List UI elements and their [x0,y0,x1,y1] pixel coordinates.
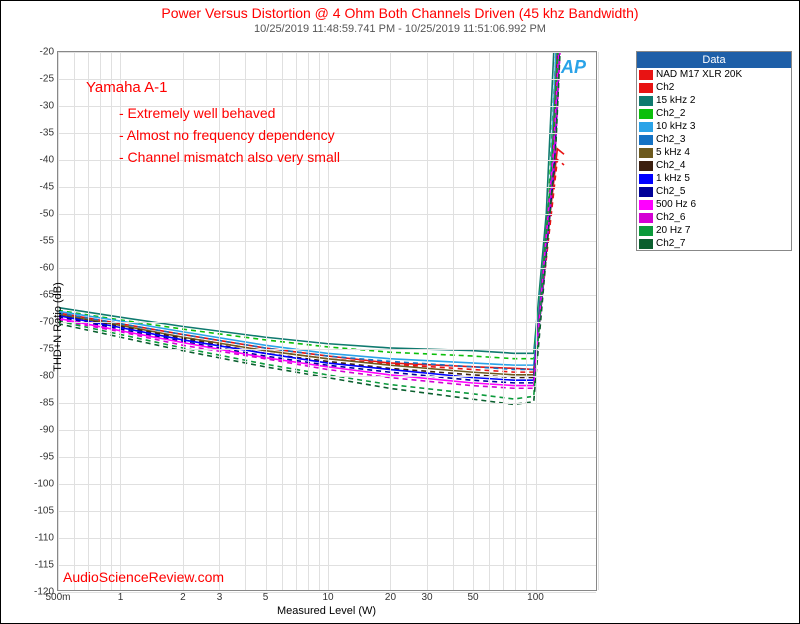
legend-swatch [639,70,653,80]
legend-label: Ch2_2 [656,108,685,119]
y-tick-label: -55 [40,236,58,247]
legend-item: Ch2_6 [637,211,791,224]
legend-swatch [639,83,653,93]
legend-item: 20 Hz 7 [637,224,791,237]
annotation-bullet-1: - Extremely well behaved [119,105,275,121]
legend-swatch [639,135,653,145]
chart-subtitle: 10/25/2019 11:48:59.741 PM - 10/25/2019 … [1,23,799,35]
gridline-v [536,52,537,590]
legend-swatch [639,122,653,132]
legend-swatch [639,226,653,236]
legend-swatch [639,213,653,223]
gridline-v [598,52,599,590]
legend-label: Ch2_7 [656,238,685,249]
legend-item: Ch2 [637,81,791,94]
legend-item: 500 Hz 6 [637,198,791,211]
legend-label: Ch2_5 [656,186,685,197]
legend-label: NAD M17 XLR 20K [656,69,742,80]
legend-item: Ch2_7 [637,237,791,250]
legend-label: 1 kHz 5 [656,173,690,184]
annotation-bullet-2: - Almost no frequency dependency [119,127,335,143]
y-tick-label: -85 [40,398,58,409]
legend-swatch [639,148,653,158]
x-tick-label: 50 [467,590,478,603]
x-tick-label: 100 [527,590,544,603]
legend-label: Ch2_6 [656,212,685,223]
y-tick-label: -105 [34,506,58,517]
x-tick-label: 3 [217,590,223,603]
legend-label: 10 kHz 3 [656,121,695,132]
chart-title: Power Versus Distortion @ 4 Ohm Both Cha… [1,5,799,21]
x-axis-label: Measured Level (W) [277,605,376,617]
gridline-v [427,52,428,590]
y-tick-label: -25 [40,74,58,85]
gridline-v [503,52,504,590]
y-tick-label: -80 [40,371,58,382]
legend: Data NAD M17 XLR 20K Ch2 15 kHz 2 Ch2_2 10 k… [636,51,792,251]
y-tick-label: -95 [40,452,58,463]
legend-swatch [639,200,653,210]
x-tick-label: 2 [180,590,186,603]
series-curve [58,52,560,388]
y-tick-label: -100 [34,479,58,490]
legend-swatch [639,161,653,171]
series-curve [58,149,564,370]
legend-label: 15 kHz 2 [656,95,695,106]
y-tick-label: -110 [35,533,58,544]
y-axis-label: THD+N Ratio (dB) [52,282,64,372]
legend-label: Ch2 [656,82,674,93]
gridline-v [100,52,101,590]
legend-item: Ch2_4 [637,159,791,172]
ap-logo: AP [561,57,586,78]
legend-item: 1 kHz 5 [637,172,791,185]
legend-label: 5 kHz 4 [656,147,690,158]
y-tick-label: -60 [40,263,58,274]
legend-label: 20 Hz 7 [656,225,690,236]
x-tick-label: 10 [322,590,333,603]
legend-item: NAD M17 XLR 20K [637,68,791,81]
x-tick-label: 1 [118,590,124,603]
y-tick-label: -35 [40,128,58,139]
x-tick-label: 5 [263,590,269,603]
legend-label: 500 Hz 6 [656,199,696,210]
annotation-heading: Yamaha A-1 [86,79,167,96]
y-tick-label: -115 [35,560,58,571]
legend-label: Ch2_3 [656,134,685,145]
gridline-v [390,52,391,590]
annotation-bullet-3: - Channel mismatch also very small [119,149,340,165]
gridline-v [473,52,474,590]
legend-item: 5 kHz 4 [637,146,791,159]
gridline-v [526,52,527,590]
legend-item: 10 kHz 3 [637,120,791,133]
y-tick-label: -50 [40,209,58,220]
gridline-v [74,52,75,590]
gridline-v [515,52,516,590]
y-tick-label: -45 [40,182,58,193]
y-tick-label: -40 [40,155,58,166]
legend-swatch [639,187,653,197]
gridline-v [88,52,89,590]
series-curve [58,160,564,373]
x-tick-label: 30 [421,590,432,603]
legend-swatch [639,174,653,184]
gridline-v [489,52,490,590]
gridline-v [453,52,454,590]
legend-item: Ch2_3 [637,133,791,146]
x-tick-label: 500m [45,590,70,603]
legend-item: 15 kHz 2 [637,94,791,107]
gridline-v [111,52,112,590]
legend-swatch [639,239,653,249]
x-tick-label: 20 [385,590,396,603]
series-curve [58,52,554,353]
y-tick-label: -20 [40,47,58,58]
watermark-text: AudioScienceReview.com [63,569,224,585]
legend-swatch [639,96,653,106]
legend-item: Ch2_2 [637,107,791,120]
legend-item: Ch2_5 [637,185,791,198]
legend-label: Ch2_4 [656,160,685,171]
legend-swatch [639,109,653,119]
y-tick-label: -90 [40,425,58,436]
y-tick-label: -30 [40,101,58,112]
legend-header: Data [637,52,791,68]
